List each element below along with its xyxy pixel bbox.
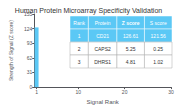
svg-text:1: 1 — [35, 89, 38, 95]
svg-text:Protein: Protein — [95, 20, 111, 26]
svg-text:Human Protein Microarray Speci: Human Protein Microarray Specificity Val… — [15, 7, 162, 15]
svg-text:S score: S score — [150, 20, 167, 26]
svg-text:10: 10 — [76, 89, 82, 95]
svg-text:1: 1 — [78, 33, 81, 39]
svg-text:31: 31 — [27, 69, 33, 75]
svg-text:0: 0 — [29, 84, 32, 90]
svg-text:5.25: 5.25 — [126, 46, 136, 52]
svg-text:1.02: 1.02 — [153, 59, 163, 65]
svg-text:Rank: Rank — [73, 20, 85, 26]
svg-text:30: 30 — [168, 89, 174, 95]
svg-text:126.61: 126.61 — [123, 33, 139, 39]
svg-text:124: 124 — [24, 26, 33, 32]
svg-text:155: 155 — [23, 11, 33, 17]
svg-text:Strength of Signal (Z score): Strength of Signal (Z score) — [8, 20, 14, 81]
svg-text:93: 93 — [27, 40, 33, 46]
svg-text:4.81: 4.81 — [126, 59, 136, 65]
svg-text:DHRS1: DHRS1 — [94, 59, 111, 65]
svg-text:Z score: Z score — [122, 20, 140, 26]
svg-text:62: 62 — [27, 55, 33, 61]
svg-text:2: 2 — [78, 46, 81, 52]
svg-text:3: 3 — [78, 59, 81, 65]
svg-text:Signal Rank: Signal Rank — [86, 99, 119, 105]
svg-text:CD21: CD21 — [96, 33, 109, 39]
svg-text:CAPS2: CAPS2 — [94, 46, 111, 52]
svg-text:121.56: 121.56 — [151, 33, 167, 39]
svg-text:20: 20 — [122, 89, 128, 95]
svg-text:0.25: 0.25 — [153, 46, 163, 52]
